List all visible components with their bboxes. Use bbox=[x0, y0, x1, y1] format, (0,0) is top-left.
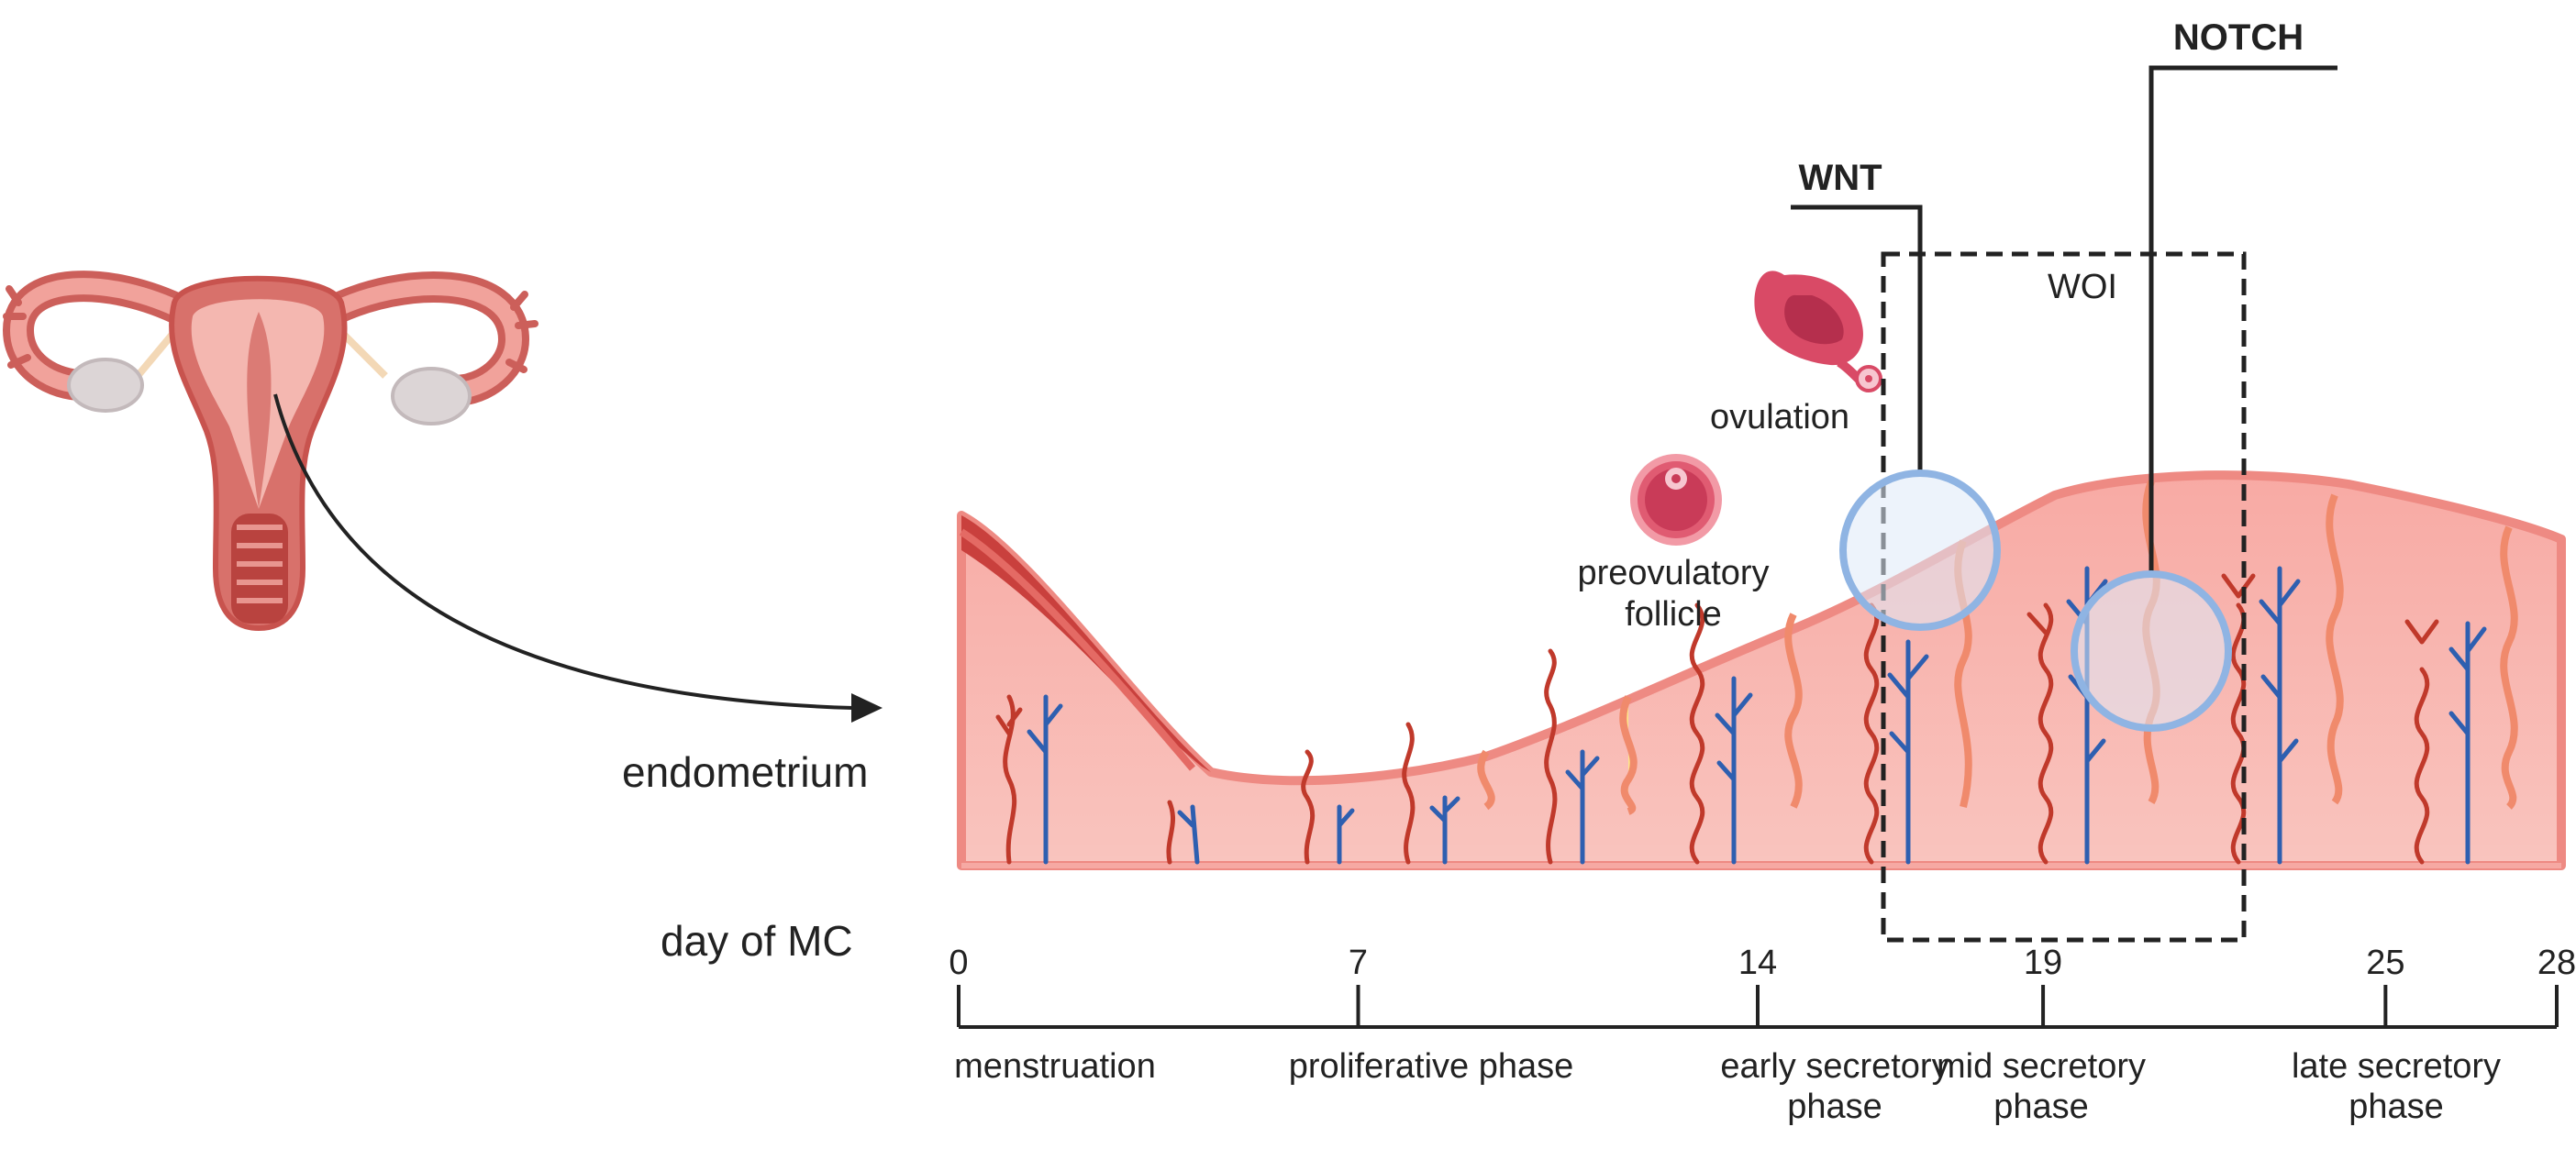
ovary-right-icon bbox=[391, 367, 472, 425]
phase-label-line: early secretory bbox=[1720, 1047, 1949, 1086]
ovulation-icon bbox=[1754, 271, 1882, 392]
wnt-highlight-circle bbox=[1839, 470, 2001, 631]
ovary-left-icon bbox=[67, 358, 144, 413]
phase-label-line: phase bbox=[1993, 1088, 2089, 1126]
ovulation-label: ovulation bbox=[1710, 398, 1849, 436]
day-axis-label: day of MC bbox=[661, 917, 853, 965]
phase-label-line: menstruation bbox=[954, 1047, 1156, 1086]
phase-label: menstruation bbox=[954, 1047, 1156, 1086]
endometrium-label: endometrium bbox=[622, 748, 868, 796]
preovulatory-label: preovulatory bbox=[1577, 554, 1769, 592]
follicle-label: follicle bbox=[1625, 595, 1722, 634]
day-tick-label: 28 bbox=[2537, 944, 2576, 982]
notch-pointer bbox=[2149, 65, 2337, 573]
phase-label-line: phase bbox=[2348, 1088, 2444, 1126]
day-tick-label: 19 bbox=[2024, 944, 2062, 982]
phase-label: late secretory phase bbox=[2292, 1047, 2501, 1126]
woi-label: WOI bbox=[2048, 268, 2117, 306]
wnt-pointer bbox=[1791, 204, 1923, 477]
arrow-head-icon bbox=[851, 693, 883, 723]
day-tick-label: 7 bbox=[1349, 944, 1368, 982]
day-tick-label: 25 bbox=[2366, 944, 2404, 982]
phase-label: proliferative phase bbox=[1289, 1047, 1574, 1086]
day-tick-label: 14 bbox=[1738, 944, 1777, 982]
timeline-axis: 0 7 14 19 25 28 menstruation proliferative pha… bbox=[949, 944, 2576, 1126]
phase-label-line: proliferative phase bbox=[1289, 1047, 1574, 1086]
wnt-label: WNT bbox=[1798, 158, 1882, 198]
notch-label: NOTCH bbox=[2173, 17, 2304, 58]
phase-label: early secretory phase bbox=[1720, 1047, 1949, 1126]
phase-label-line: late secretory bbox=[2292, 1047, 2501, 1086]
phase-label-line: mid secretory bbox=[1937, 1047, 2146, 1086]
uterus-illustration bbox=[2, 271, 883, 723]
notch-highlight-circle bbox=[2071, 570, 2232, 732]
phase-label: mid secretory phase bbox=[1937, 1047, 2146, 1126]
preovulatory-follicle-icon bbox=[1630, 454, 1722, 546]
day-tick-label: 0 bbox=[949, 944, 968, 982]
phase-label-line: phase bbox=[1787, 1088, 1882, 1126]
endometrium-tissue bbox=[957, 470, 2566, 870]
